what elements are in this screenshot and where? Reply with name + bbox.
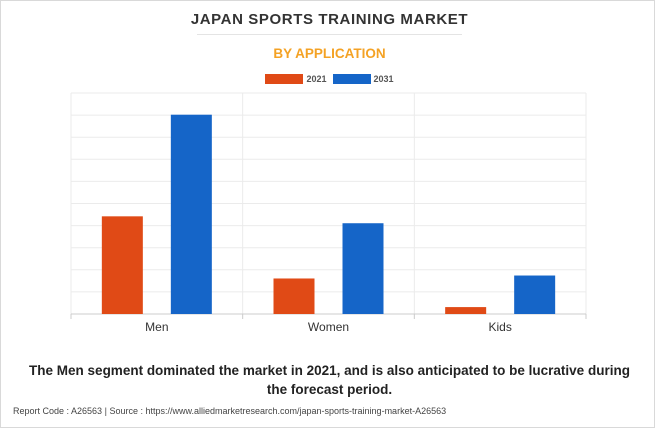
legend: 2021 2031: [1, 74, 657, 84]
legend-item-2021[interactable]: 2021: [265, 74, 327, 84]
bar-kids-2031[interactable]: [514, 275, 556, 314]
x-tick-label-kids: Kids: [488, 320, 511, 334]
legend-label-2031: 2031: [373, 74, 394, 84]
legend-swatch-2031: [332, 74, 371, 84]
bar-men-2021[interactable]: [101, 216, 143, 314]
bar-men-2031[interactable]: [170, 114, 212, 315]
legend-swatch-2021: [265, 74, 304, 84]
legend-label-2021: 2021: [306, 74, 327, 84]
x-tick-label-women: Women: [308, 320, 349, 334]
bar-women-2031[interactable]: [342, 223, 384, 314]
bar-women-2021[interactable]: [273, 278, 315, 314]
report-code: Report Code : A26563: [13, 406, 103, 416]
source-link[interactable]: Source : https://www.alliedmarketresearc…: [109, 406, 447, 416]
chart-title: JAPAN SPORTS TRAINING MARKET: [190, 11, 469, 28]
x-tick-label-men: Men: [145, 320, 168, 334]
footer: Report Code : A26563 | Source : https://…: [13, 406, 446, 416]
footer-separator: |: [104, 406, 107, 416]
chart-caption: The Men segment dominated the market in …: [29, 363, 630, 397]
title-divider: [197, 34, 462, 35]
bar-kids-2021[interactable]: [445, 307, 487, 314]
legend-item-2031[interactable]: 2031: [332, 74, 394, 84]
chart-subtitle: BY APPLICATION: [273, 46, 386, 61]
